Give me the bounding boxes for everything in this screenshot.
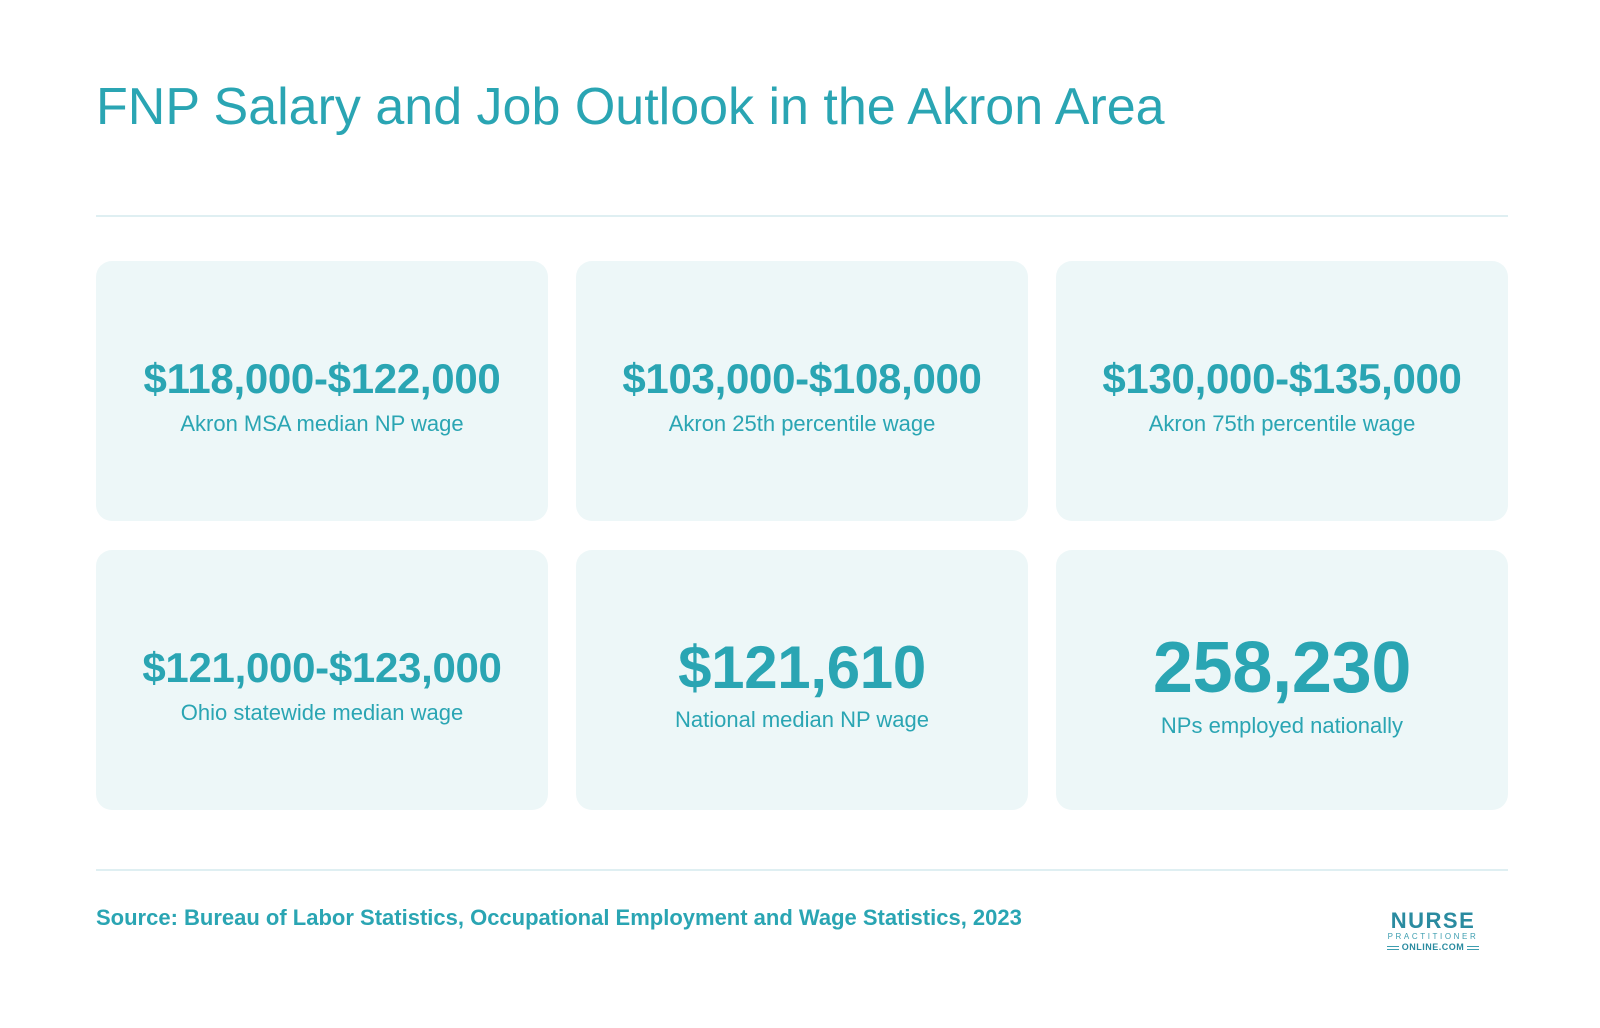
logo-line-practitioner: PRACTITIONER	[1387, 932, 1479, 941]
top-divider	[96, 215, 1508, 217]
stat-value: $121,610	[678, 634, 926, 701]
stat-value: $130,000-$135,000	[1102, 355, 1462, 402]
stat-card-akron-75th: $130,000-$135,000 Akron 75th percentile …	[1056, 261, 1508, 521]
stat-card-nps-employed: 258,230 NPs employed nationally	[1056, 550, 1508, 810]
nurse-practitioner-online-logo: NURSE PRACTITIONER ONLINE.COM	[1378, 908, 1488, 953]
stat-value: $103,000-$108,000	[622, 355, 982, 402]
source-citation: Source: Bureau of Labor Statistics, Occu…	[96, 905, 1022, 930]
stat-card-ohio-median: $121,000-$123,000 Ohio statewide median …	[96, 550, 548, 810]
bottom-divider	[96, 869, 1508, 871]
stats-grid: $118,000-$122,000 Akron MSA median NP wa…	[96, 261, 1508, 810]
stat-label: National median NP wage	[675, 707, 929, 732]
logo-dash-icon	[1386, 945, 1399, 950]
stat-card-akron-25th: $103,000-$108,000 Akron 25th percentile …	[576, 261, 1028, 521]
logo-line-nurse: NURSE	[1390, 908, 1476, 933]
stat-card-national-median: $121,610 National median NP wage	[576, 550, 1028, 810]
logo-domain-text: ONLINE.COM	[1401, 942, 1465, 952]
stat-label: Akron MSA median NP wage	[180, 411, 464, 436]
stat-label: Ohio statewide median wage	[180, 700, 464, 725]
stat-label: Akron 25th percentile wage	[668, 411, 936, 436]
stat-label: Akron 75th percentile wage	[1148, 411, 1416, 436]
page-title: FNP Salary and Job Outlook in the Akron …	[96, 78, 1165, 136]
stat-value: $121,000-$123,000	[142, 644, 502, 691]
stat-label: NPs employed nationally	[1160, 713, 1404, 738]
logo-dash-icon	[1467, 945, 1480, 950]
stat-card-akron-median: $118,000-$122,000 Akron MSA median NP wa…	[96, 261, 548, 521]
stat-value: 258,230	[1152, 628, 1412, 708]
logo-line-online: ONLINE.COM	[1378, 942, 1488, 953]
stat-value: $118,000-$122,000	[143, 355, 501, 402]
